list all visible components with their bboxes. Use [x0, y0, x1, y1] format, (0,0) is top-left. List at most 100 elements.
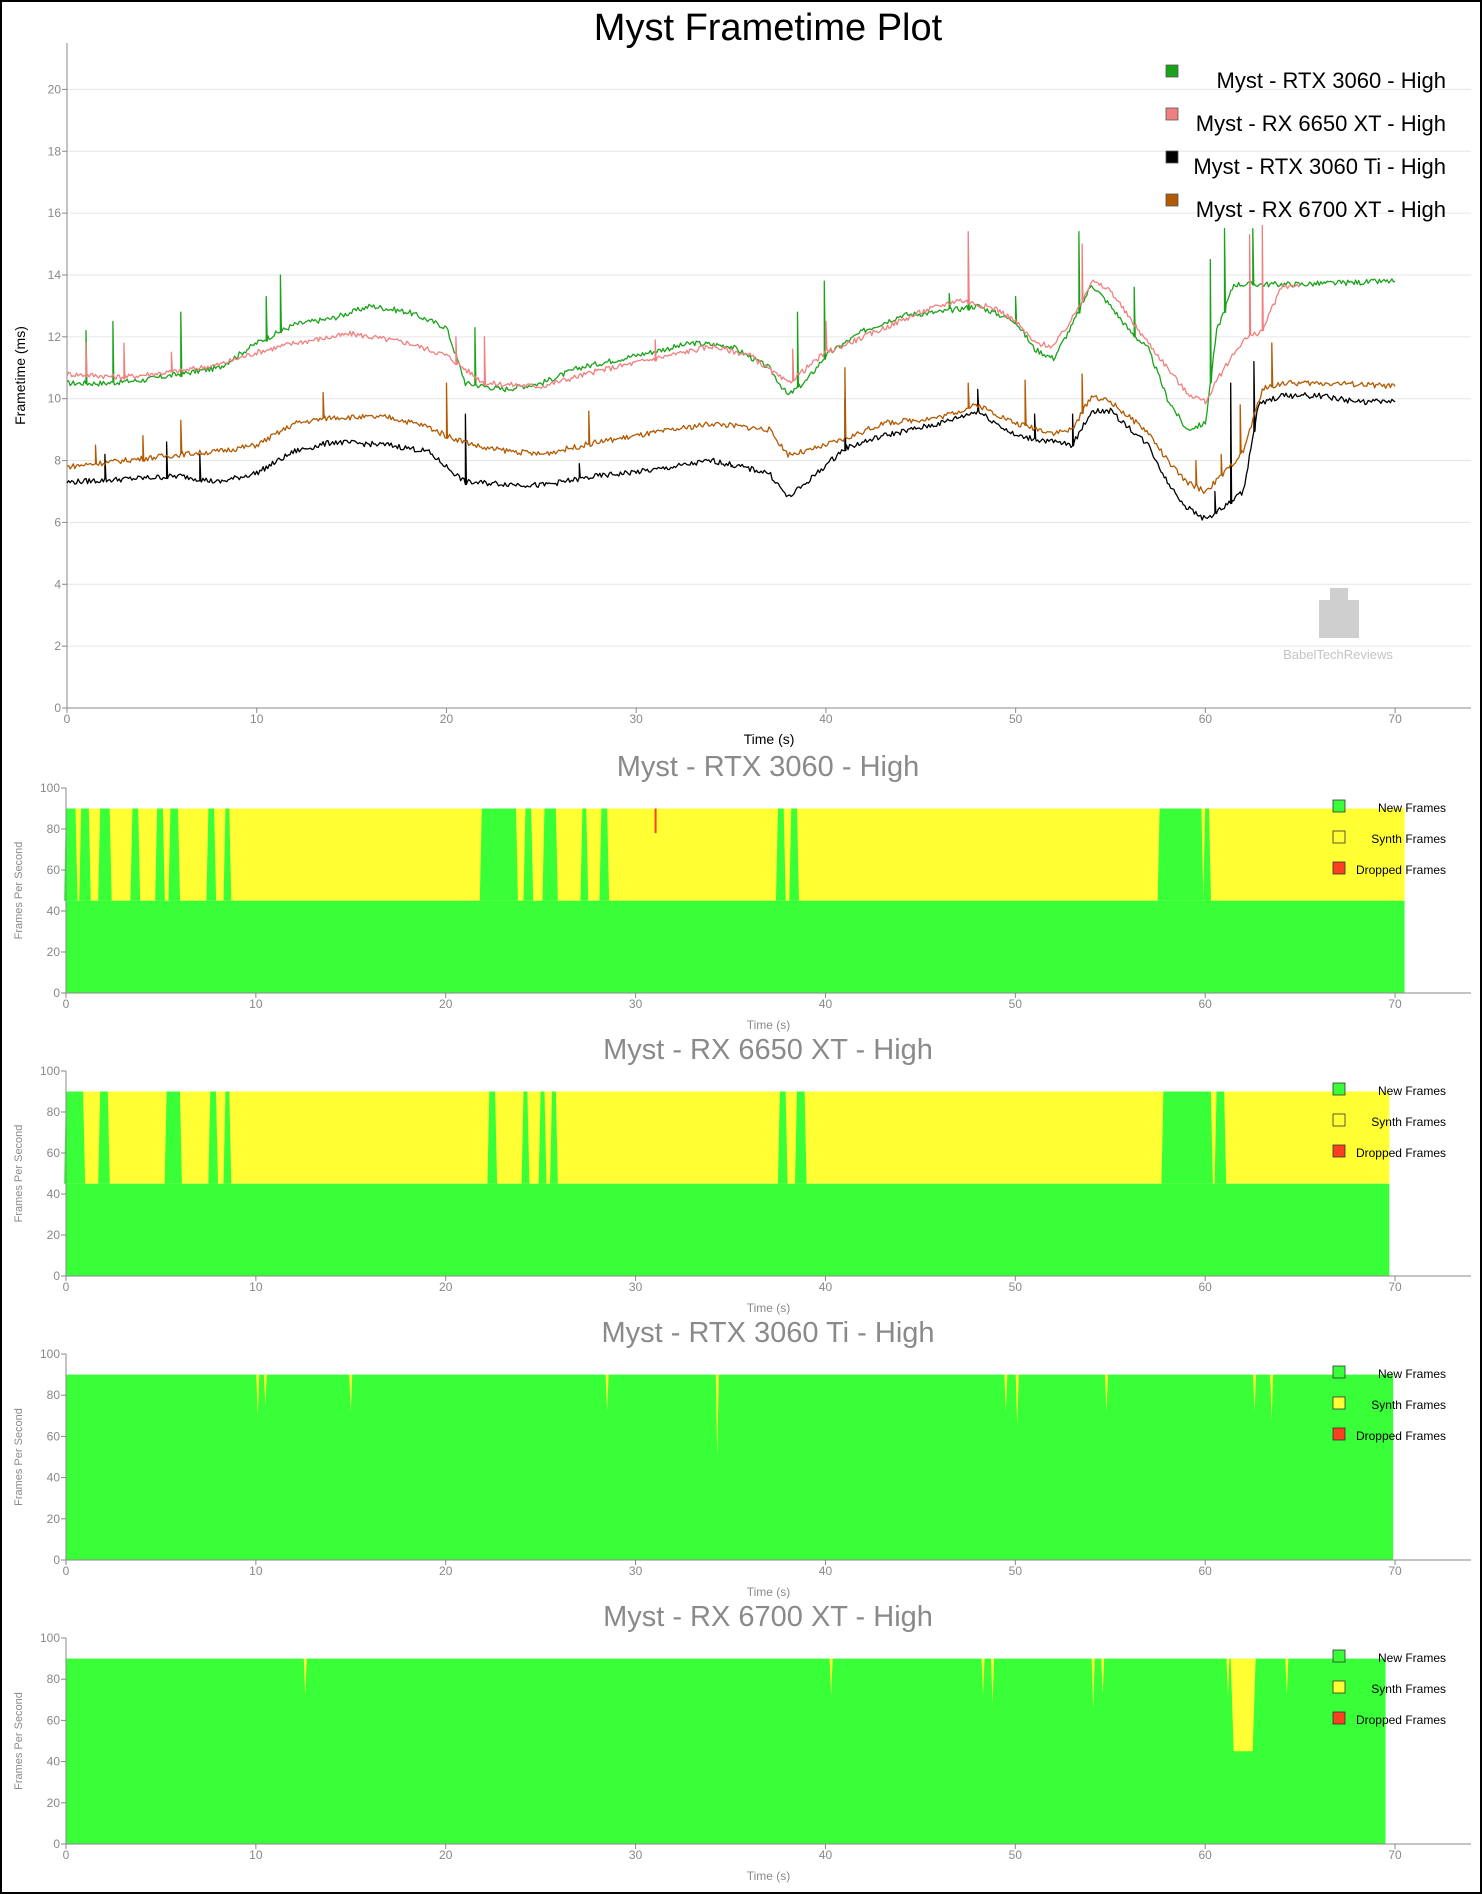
x-tick-label: 30	[630, 712, 644, 726]
legend-entry: Synth Frames	[1371, 1682, 1446, 1696]
new-frames-burst	[777, 1091, 788, 1184]
watermark-logo: BabelTechReviews	[1283, 588, 1393, 662]
synth-frames-dip	[605, 1374, 609, 1412]
legend-swatch	[1165, 107, 1179, 121]
x-axis-label: Time (s)	[747, 1585, 791, 1599]
legend-entry: Synth Frames	[1371, 832, 1446, 846]
x-tick-label: 0	[63, 1848, 70, 1862]
y-tick-label: 100	[40, 1347, 60, 1361]
watermark-building	[1319, 600, 1359, 638]
x-tick-label: 20	[439, 1848, 453, 1862]
y-tick-label: 0	[54, 701, 61, 715]
new-frames-area	[66, 1658, 1386, 1844]
x-tick-label: 40	[819, 1564, 833, 1578]
new-frames-burst	[775, 808, 786, 901]
new-frames-burst	[479, 808, 518, 901]
new-frames-burst	[580, 808, 589, 901]
legend-entry: Myst - RX 6650 XT - High	[1196, 111, 1446, 136]
y-tick-label: 100	[40, 1631, 60, 1645]
x-tick-label: 30	[629, 1564, 643, 1578]
x-tick-label: 50	[1009, 1564, 1023, 1578]
y-tick-label: 80	[47, 1105, 61, 1119]
legend-entry: Synth Frames	[1371, 1398, 1446, 1412]
y-tick-label: 18	[48, 144, 62, 158]
series-line-1	[66, 227, 1396, 432]
y-tick-label: 20	[47, 1512, 61, 1526]
legend-entry: Dropped Frames	[1356, 1429, 1446, 1443]
new-frames-burst	[64, 1091, 86, 1184]
legend-entry: New Frames	[1378, 801, 1446, 815]
y-tick-label: 4	[54, 577, 61, 591]
x-tick-label: 50	[1009, 712, 1023, 726]
new-frames-burst	[542, 808, 558, 901]
series-line-3	[66, 360, 1396, 521]
synth-frames-dip	[1285, 1658, 1289, 1696]
new-frames-burst	[550, 1091, 558, 1184]
watermark-text: BabelTechReviews	[1283, 647, 1393, 662]
x-tick-label: 70	[1388, 997, 1402, 1011]
new-frames-burst	[523, 808, 534, 901]
new-frames-burst	[164, 1091, 182, 1184]
y-tick-label: 80	[47, 822, 61, 836]
y-tick-label: 40	[47, 1471, 61, 1485]
y-axis-label: Frames Per Second	[13, 1692, 25, 1790]
y-tick-label: 10	[48, 392, 62, 406]
legend-swatch	[1332, 1113, 1346, 1127]
legend-entry: Dropped Frames	[1356, 1146, 1446, 1160]
new-frames-burst	[521, 1091, 530, 1184]
new-frames-burst	[1157, 808, 1204, 901]
synth-frames-dip	[991, 1658, 995, 1704]
new-frames-burst	[1161, 1091, 1213, 1184]
y-tick-label: 6	[54, 515, 61, 529]
legend-swatch	[1165, 64, 1179, 78]
new-frames-burst	[599, 808, 610, 901]
dropped-frames-mark	[654, 808, 657, 834]
watermark-building-top	[1330, 588, 1348, 602]
x-tick-label: 70	[1388, 1280, 1402, 1294]
y-axis-label: Frametime (ms)	[12, 326, 28, 425]
frametime-chart: Myst Frametime Plot 0 2 4 6 8 10 12 14 16 18 20 0 10 2…	[12, 7, 1471, 747]
x-tick-label: 30	[629, 1848, 643, 1862]
synth-frames-dip	[263, 1374, 267, 1406]
new-frames-base-area	[66, 1183, 1390, 1276]
x-axis-label: Time (s)	[747, 1301, 791, 1315]
legend-swatch	[1332, 1144, 1346, 1158]
synth-frames-dip	[1226, 1658, 1230, 1696]
new-frames-burst	[155, 808, 165, 901]
fps-chart-2: Myst - RX 6650 XT - High 0 20 40 60 80 100 0 10 2…	[13, 1034, 1471, 1315]
synth-frames-dip	[715, 1374, 719, 1457]
new-frames-burst	[206, 808, 217, 901]
y-tick-label: 40	[47, 1187, 61, 1201]
synth-frames-dip	[1015, 1374, 1019, 1427]
x-tick-label: 70	[1388, 1564, 1402, 1578]
legend: New Frames Synth Frames Dropped Frames	[1332, 1649, 1446, 1727]
legend-entry: New Frames	[1378, 1651, 1446, 1665]
y-tick-label: 0	[53, 1553, 60, 1567]
fps-chart-4: Myst - RX 6700 XT - High 0 20 40 60 80 100 0 10 2…	[13, 1601, 1471, 1883]
legend-entry: Myst - RTX 3060 Ti - High	[1193, 154, 1446, 179]
legend-entry: Myst - RX 6700 XT - High	[1196, 197, 1446, 222]
x-tick-label: 40	[819, 997, 833, 1011]
x-tick-label: 60	[1199, 1280, 1213, 1294]
x-tick-label: 70	[1388, 712, 1402, 726]
x-tick-label: 70	[1388, 1848, 1402, 1862]
x-tick-label: 0	[64, 712, 71, 726]
new-frames-burst	[64, 808, 78, 901]
y-tick-label: 0	[53, 1837, 60, 1851]
y-axis-label: Frames Per Second	[13, 842, 25, 940]
synth-frames-dip	[981, 1658, 985, 1696]
y-axis-label: Frames Per Second	[13, 1408, 25, 1506]
new-frames-burst	[789, 808, 799, 901]
y-tick-label: 8	[54, 454, 61, 468]
x-tick-label: 50	[1009, 997, 1023, 1011]
new-frames-burst	[208, 1091, 218, 1184]
synth-frames-dip	[303, 1658, 307, 1696]
new-frames-burst	[223, 808, 232, 901]
x-tick-label: 10	[249, 1848, 263, 1862]
legend-swatch	[1165, 150, 1179, 164]
synth-frames-dip	[256, 1374, 260, 1416]
synth-frames-dip	[829, 1658, 833, 1696]
legend: New Frames Synth Frames Dropped Frames	[1332, 799, 1446, 877]
legend-swatch	[1332, 1396, 1346, 1410]
fps-chart-title: Myst - RTX 3060 Ti - High	[601, 1317, 934, 1349]
